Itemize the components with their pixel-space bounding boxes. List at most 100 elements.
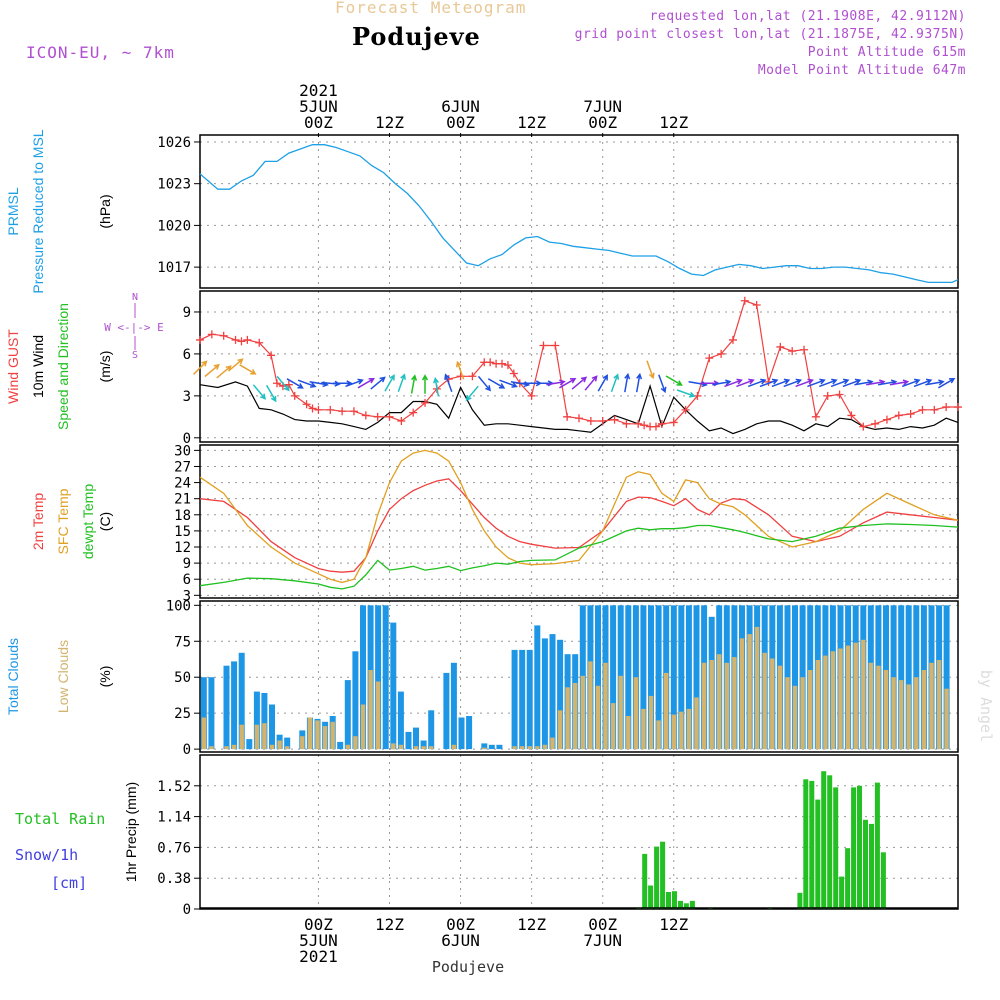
wind-direction-arrow <box>286 378 304 389</box>
total-cloud-bar <box>943 605 950 750</box>
total-cloud-bar <box>526 649 533 750</box>
low-cloud-bar <box>914 677 919 750</box>
low-cloud-bar <box>921 670 927 750</box>
total-cloud-bar <box>655 605 662 750</box>
y-tick-label: 15 <box>174 524 191 540</box>
total-cloud-bar <box>496 744 503 750</box>
low-cloud-bar <box>588 661 593 750</box>
gust-marker <box>811 412 820 421</box>
gust-marker <box>847 411 856 420</box>
total-cloud-bar <box>413 727 419 750</box>
precip-bar <box>672 891 677 909</box>
low-cloud-bar <box>209 746 214 750</box>
top-time-label: 00Z <box>588 113 617 132</box>
y-tick-label: 30 <box>174 443 191 459</box>
total-cloud-bar <box>648 605 654 750</box>
low-cloud-bar <box>883 670 889 750</box>
panel-pressure: 1017 1020 1023 1026 (hPa) PRMSL Pressure Reduc… <box>5 129 959 294</box>
precip-bar <box>821 771 827 909</box>
gust-marker <box>610 415 619 424</box>
wind-direction-arrow <box>265 384 277 403</box>
wind-direction-arrow <box>889 379 910 386</box>
y-tick-label: 0.38 <box>157 871 191 887</box>
wind-direction-arrow <box>665 375 683 386</box>
wind-direction-arrow <box>901 378 921 388</box>
location-title: Podujeve <box>352 22 481 51</box>
compass: N W <-|-> E S <box>104 292 164 361</box>
wind-direction-arrow <box>397 373 406 392</box>
low-cloud-bar <box>269 744 275 750</box>
gust-line <box>199 300 958 428</box>
panel-frame <box>199 444 959 599</box>
gust-marker <box>509 369 518 378</box>
wind-direction-arrow <box>771 378 791 388</box>
low-cloud-bar <box>262 723 267 750</box>
low-cloud-bar <box>633 677 639 750</box>
gust-marker <box>231 335 240 344</box>
low-cloud-bar <box>618 675 623 750</box>
low-cloud-bar <box>701 662 707 750</box>
wind-direction-arrow <box>216 365 232 379</box>
gust-marker <box>942 403 951 412</box>
y-tick-label: 9 <box>183 556 191 572</box>
low-cloud-bar <box>891 677 896 750</box>
bottom-time-label: 12Z <box>659 915 688 934</box>
gust-marker <box>308 404 317 413</box>
legend-label: 2m Temp <box>30 493 46 551</box>
precip-bar <box>845 848 851 909</box>
gust-marker <box>527 391 536 400</box>
gust-marker <box>326 405 335 414</box>
low-cloud-bar <box>451 744 457 750</box>
wind-direction-arrow <box>465 385 479 402</box>
gust-marker <box>681 405 690 414</box>
pressure-line <box>199 144 959 284</box>
total-cloud-bar <box>420 740 427 750</box>
model-point-altitude: Model Point Altitude 647m <box>757 63 966 78</box>
low-cloud-bar <box>800 677 805 750</box>
low-cloud-bar <box>603 662 608 750</box>
low-cloud-bar <box>694 697 699 750</box>
y-tick-label: 0 <box>183 742 191 758</box>
top-time-label: 00Z <box>446 113 475 132</box>
total-cloud-bar <box>511 649 518 750</box>
total-cloud-bar <box>481 743 488 750</box>
total-cloud-bar <box>632 605 639 750</box>
low-cloud-bar <box>512 746 517 750</box>
legend-label: dewpt Temp <box>80 484 96 559</box>
top-time-label: 5JUN <box>299 97 338 116</box>
wind-direction-arrow <box>239 364 257 375</box>
precip-bar <box>797 892 803 909</box>
gust-marker <box>361 411 370 420</box>
wind-direction-arrow <box>783 378 803 388</box>
legend-label: Pressure Reduced to MSL <box>30 129 46 293</box>
total-cloud-bar <box>390 622 397 750</box>
gust-marker <box>823 391 832 400</box>
y-tick-label: 6 <box>183 572 191 588</box>
y-tick-label: 0 <box>183 431 191 447</box>
precip-bar <box>880 852 886 909</box>
total-cloud-bar <box>246 739 253 750</box>
footer-credit: by Angel <box>977 670 995 742</box>
low-cloud-bar <box>626 716 631 750</box>
low-cloud-bar <box>861 639 866 750</box>
wind-direction-arrow <box>925 379 945 386</box>
top-time-label: 6JUN <box>441 97 480 116</box>
wind-direction-arrow <box>676 389 696 398</box>
gust-marker <box>705 354 714 363</box>
total-cloud-bar <box>397 691 404 750</box>
gust-marker <box>871 419 880 428</box>
total-cloud-bar <box>261 693 268 750</box>
y-tick-label: 21 <box>174 492 191 508</box>
gust-marker <box>243 335 252 344</box>
low-cloud-bar <box>300 736 305 750</box>
gust-marker <box>640 421 649 430</box>
total-cloud-bar <box>792 605 798 750</box>
wind-direction-arrow <box>384 374 395 392</box>
total-cloud-bar <box>337 741 344 750</box>
gust-marker <box>894 411 903 420</box>
gust-marker <box>930 405 939 414</box>
low-cloud-bar <box>936 660 942 750</box>
precip-bar <box>648 885 654 909</box>
gust-marker <box>882 415 891 424</box>
low-cloud-bar <box>550 737 555 750</box>
